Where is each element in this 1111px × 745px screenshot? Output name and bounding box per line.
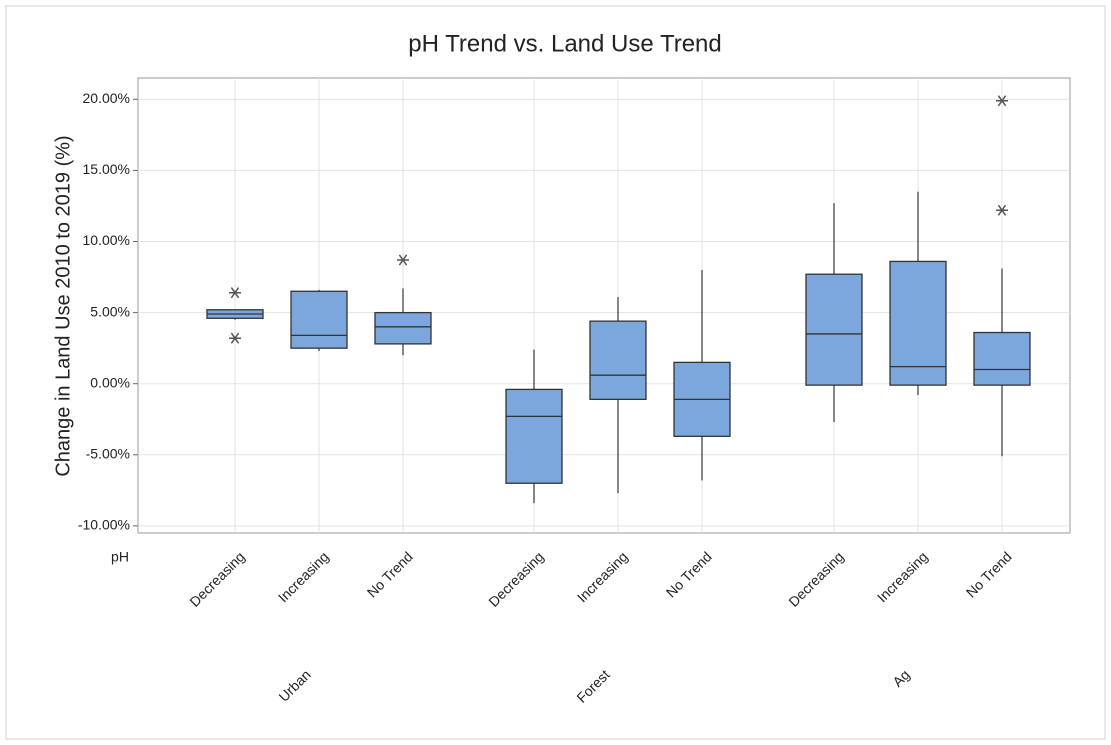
- box: [805, 273, 863, 386]
- box: [290, 290, 348, 349]
- outlier: [229, 332, 241, 344]
- y-tick-label: 20.00%: [83, 90, 130, 106]
- y-tick-label: 10.00%: [83, 232, 130, 248]
- outlier: [397, 254, 409, 266]
- box: [973, 331, 1031, 386]
- chart-title: pH Trend vs. Land Use Trend: [408, 30, 722, 57]
- y-tick-label: 0.00%: [90, 374, 130, 390]
- box: [505, 388, 563, 484]
- outlier: [996, 95, 1008, 107]
- outlier: [996, 204, 1008, 216]
- y-tick-label: -5.00%: [86, 446, 130, 462]
- y-tick-label: 15.00%: [83, 161, 130, 177]
- y-tick-label: -10.00%: [78, 517, 130, 533]
- x-axis-title: pH: [111, 549, 129, 565]
- outlier: [229, 287, 241, 299]
- y-tick-label: 5.00%: [90, 303, 130, 319]
- box: [374, 311, 432, 345]
- box: [889, 260, 947, 386]
- y-axis-title: Change in Land Use 2010 to 2019 (%): [52, 135, 74, 476]
- box: [589, 320, 647, 400]
